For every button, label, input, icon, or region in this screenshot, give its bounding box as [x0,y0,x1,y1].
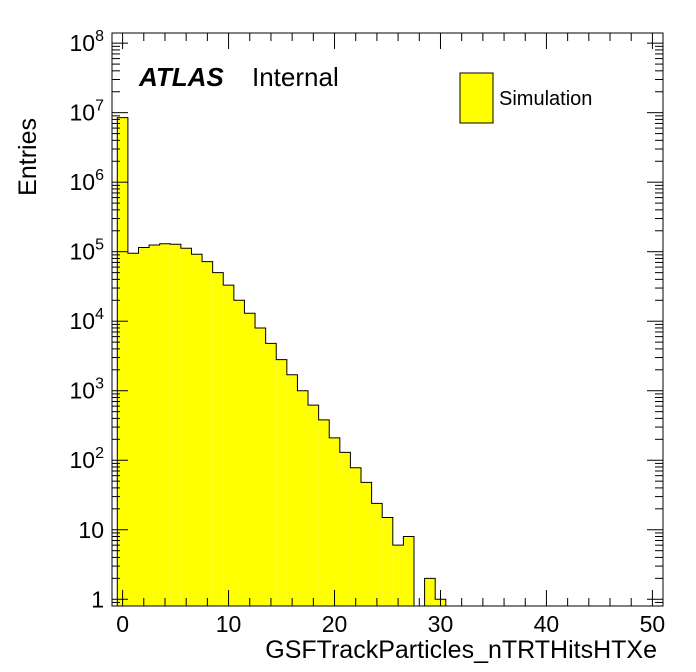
histogram-bar [191,254,203,607]
histogram-bar [265,343,277,606]
x-tick-label: 20 [322,611,348,637]
histogram-bar [297,390,309,606]
histogram-bar [255,327,266,606]
y-tick-label: 102 [70,445,105,473]
y-tick-labels: 1 10 102 103 104 105 106 107 108 [70,28,105,612]
x-tick-label: 30 [428,611,454,637]
x-tick-label: 0 [116,611,129,637]
y-tick-label: 105 [70,237,105,265]
histogram-outline [116,117,447,607]
histogram-bar [117,117,128,606]
histogram-bar [170,244,181,606]
legend-swatch-simulation [459,72,494,124]
legend-label-simulation: Simulation [499,88,592,110]
histogram-bar [371,503,383,606]
histogram-bar [392,545,404,606]
x-tick-labels: 0 10 20 30 40 50 [116,611,665,637]
histogram-bar [403,536,414,606]
x-tick-label: 40 [534,611,560,637]
histogram-bar [212,272,224,606]
histogram-bar [339,452,351,606]
atlas-label: ATLAS [138,62,224,92]
histogram-bar [149,244,160,606]
histogram-bar [382,517,393,606]
y-tick-label: 106 [70,167,105,195]
histogram-bar [318,419,330,606]
y-tick-label: 107 [70,98,105,126]
histogram-bar [424,578,436,606]
histogram-bar [233,300,245,606]
histogram-bar [286,374,298,606]
histogram-bar [350,467,362,606]
y-axis-title: Entries [14,118,42,196]
axis-ticks [112,33,663,607]
histogram-bar [244,313,256,606]
histogram-bar [138,247,150,606]
histogram-bar [361,482,372,606]
y-tick-label: 103 [70,376,105,404]
x-axis-title: GSFTrackParticles_nTRTHitsHTXe [265,636,657,664]
y-tick-label: 1 [91,586,104,612]
internal-label: Internal [252,62,339,92]
plot-frame [111,32,664,607]
histogram-bar [159,243,171,607]
histogram-bar [329,437,340,606]
histogram-bars [117,117,446,607]
histogram-bar [180,248,192,607]
y-tick-label: 108 [70,28,105,56]
x-tick-label: 50 [640,611,666,637]
histogram-bar [202,261,213,606]
y-tick-label: 104 [70,306,105,334]
histogram-bar [127,253,139,606]
y-tick-label: 10 [78,517,104,543]
histogram-bar [308,405,319,606]
histogram-bar [223,285,234,606]
x-tick-label: 10 [216,611,242,637]
histogram-bar [276,359,287,606]
